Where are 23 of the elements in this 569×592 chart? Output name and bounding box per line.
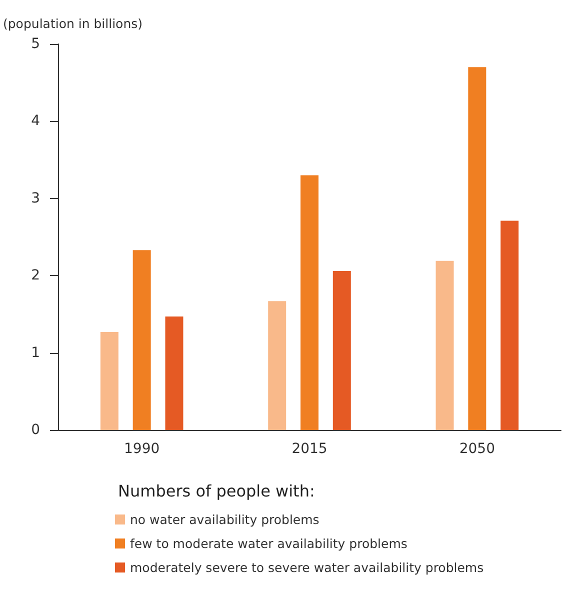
bar — [132, 250, 151, 430]
y-tick-label: 4 — [31, 113, 40, 130]
bar — [332, 270, 351, 430]
y-tick-label: 0 — [31, 422, 40, 438]
y-axis-title: (population in billions) — [3, 16, 143, 31]
y-tick-label: 3 — [31, 190, 40, 206]
bar — [436, 260, 454, 430]
legend-label: moderately severe to severe water availability problems — [130, 560, 484, 575]
bar — [268, 301, 286, 430]
bar — [165, 316, 184, 430]
bar — [500, 220, 519, 430]
y-tick-label: 1 — [31, 344, 40, 361]
x-tick-label: 1990 — [124, 441, 160, 457]
bar — [468, 67, 486, 430]
legend-label: no water availability problems — [130, 512, 320, 527]
x-tick-label: 2015 — [292, 441, 328, 457]
legend-title: Numbers of people with: — [118, 482, 315, 500]
y-tick-label: 2 — [31, 268, 40, 284]
bar — [100, 332, 118, 430]
x-tick-label: 2050 — [459, 441, 495, 457]
bar — [300, 175, 318, 430]
y-tick-label: 5 — [31, 36, 40, 52]
legend-label: few to moderate water availability problems — [130, 536, 408, 551]
